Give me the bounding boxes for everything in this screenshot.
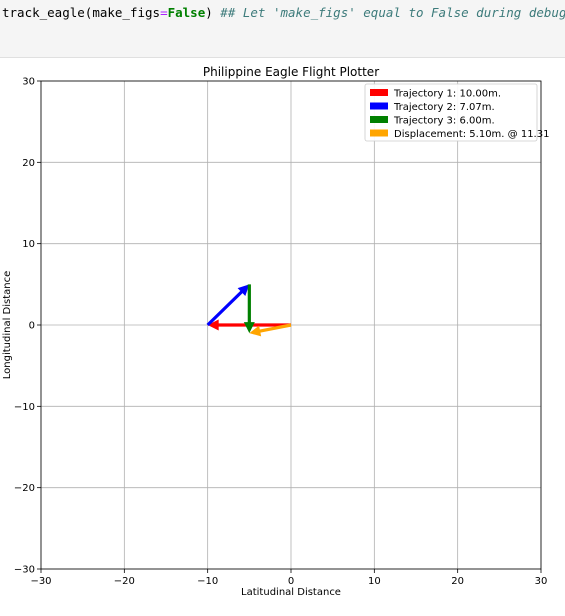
y-tick-label: 10 <box>22 239 35 250</box>
x-axis-label: Latitudinal Distance <box>241 587 341 598</box>
y-tick-label: 20 <box>22 158 35 169</box>
y-tick-label: 30 <box>22 77 35 88</box>
close-paren: ) <box>205 5 213 20</box>
x-tick-label: 30 <box>535 576 548 587</box>
legend-entry: Displacement: 5.10m. @ 11.31 <box>394 129 549 140</box>
x-tick-label: −20 <box>114 576 135 587</box>
tick-layer: −30 −20 −10 0 10 20 30 −30 −20 −10 0 10 20 30 <box>14 77 547 588</box>
function-name: track_eagle <box>2 5 85 20</box>
chart-title: Philippine Eagle Flight Plotter <box>203 65 379 79</box>
assign-operator: = <box>160 5 168 20</box>
arrow-trajectory-4 <box>249 323 292 337</box>
code-line[interactable]: track_eagle(make_figs=False) ## Let 'mak… <box>2 5 565 20</box>
open-paren: ( <box>84 5 93 20</box>
x-tick-label: −30 <box>30 576 51 587</box>
x-tick-label: −10 <box>197 576 218 587</box>
x-tick-label: 20 <box>451 576 464 587</box>
legend-swatch <box>370 116 388 123</box>
y-tick-label: −10 <box>14 402 35 413</box>
flight-plot: Philippine Eagle Flight Plotter −30 −20 −1… <box>2 65 549 598</box>
legend-swatch <box>370 102 388 110</box>
legend-entry: Trajectory 3: 6.00m. <box>393 116 495 127</box>
y-axis-label: Longitudinal Distance <box>2 271 13 380</box>
x-tick-label: 0 <box>288 576 294 587</box>
legend-box <box>364 83 538 142</box>
legend-swatch <box>370 129 388 137</box>
code-comment: ## Let 'make_figs' equal to False during… <box>220 5 565 20</box>
legend: Trajectory 1: 10.00m. Trajectory 2: 7.07m… <box>364 83 549 142</box>
y-tick-label: −20 <box>14 483 35 494</box>
arrows-layer <box>206 284 292 337</box>
legend-entry: Trajectory 1: 10.00m. <box>393 89 501 100</box>
legend-swatch <box>370 89 388 96</box>
legend-entry: Trajectory 2: 7.07m. <box>393 102 495 113</box>
argument-name: make_figs <box>92 5 161 20</box>
arrow-trajectory-3 <box>243 284 255 334</box>
y-tick-label: −30 <box>14 565 35 576</box>
arrow-trajectory-2 <box>206 284 250 327</box>
x-tick-label: 10 <box>368 576 381 587</box>
argument-value: False <box>167 5 206 20</box>
code-cell[interactable]: track_eagle(make_figs=False) ## Let 'mak… <box>0 0 565 58</box>
y-tick-label: 0 <box>29 321 35 332</box>
